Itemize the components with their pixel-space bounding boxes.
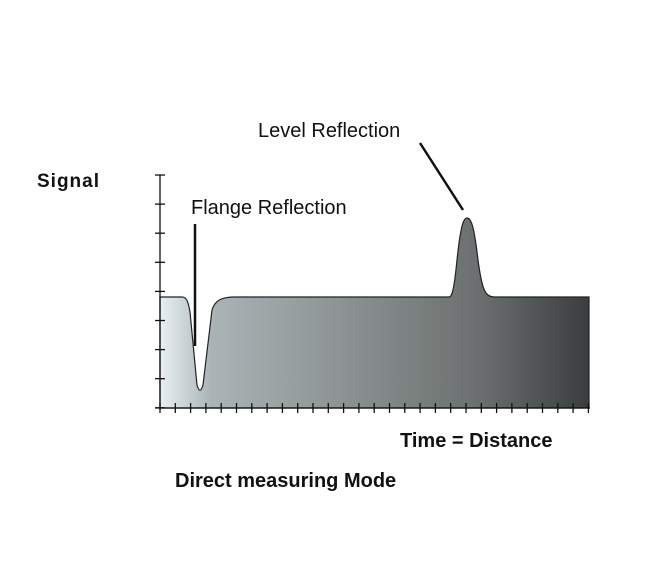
- level-leader-line: [418, 142, 465, 211]
- axes: [155, 174, 590, 413]
- signal-waveform: [159, 217, 590, 409]
- y-axis-label: Signal: [37, 171, 101, 192]
- x-axis-label: Time = Distance: [400, 430, 553, 452]
- caption: Direct measuring Mode: [175, 470, 397, 492]
- level-reflection-label: Level Reflection: [258, 120, 401, 142]
- flange-reflection-label: Flange Reflection: [191, 197, 347, 219]
